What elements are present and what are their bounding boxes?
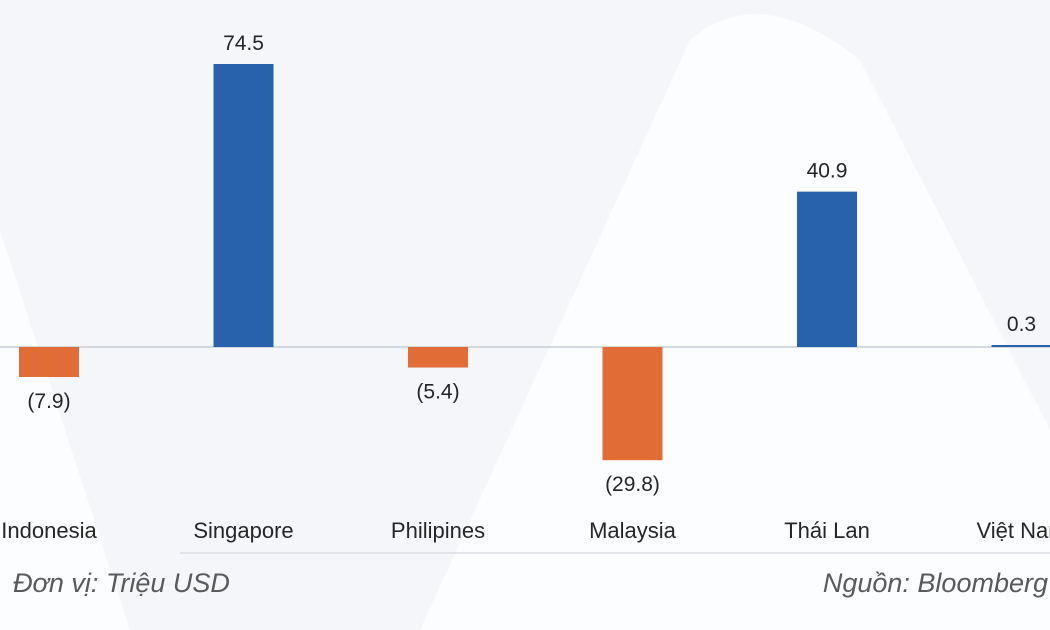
category-label-3: Malaysia (589, 518, 677, 543)
data-label-4: 40.9 (807, 160, 848, 183)
bar-5 (991, 345, 1050, 347)
data-label-5: 0.3 (1007, 313, 1036, 336)
bar-2 (408, 347, 468, 368)
unit-note: Đơn vị: Triệu USD (13, 568, 230, 598)
data-label-1: 74.5 (223, 32, 264, 55)
source-note: Nguồn: Bloomberg (822, 568, 1048, 598)
bar-1 (213, 64, 274, 347)
category-label-1: Singapore (193, 518, 293, 543)
category-label-0: Indonesia (1, 518, 97, 543)
data-label-2: (5.4) (416, 381, 459, 404)
bar-3 (602, 347, 663, 461)
category-label-2: Philipines (391, 518, 485, 543)
category-label-5: Việt Nam (976, 518, 1050, 543)
data-label-0: (7.9) (27, 390, 70, 413)
bar-0 (19, 347, 79, 378)
bar-4 (797, 191, 857, 347)
data-label-3: (29.8) (605, 473, 660, 496)
category-label-4: Thái Lan (784, 518, 870, 543)
